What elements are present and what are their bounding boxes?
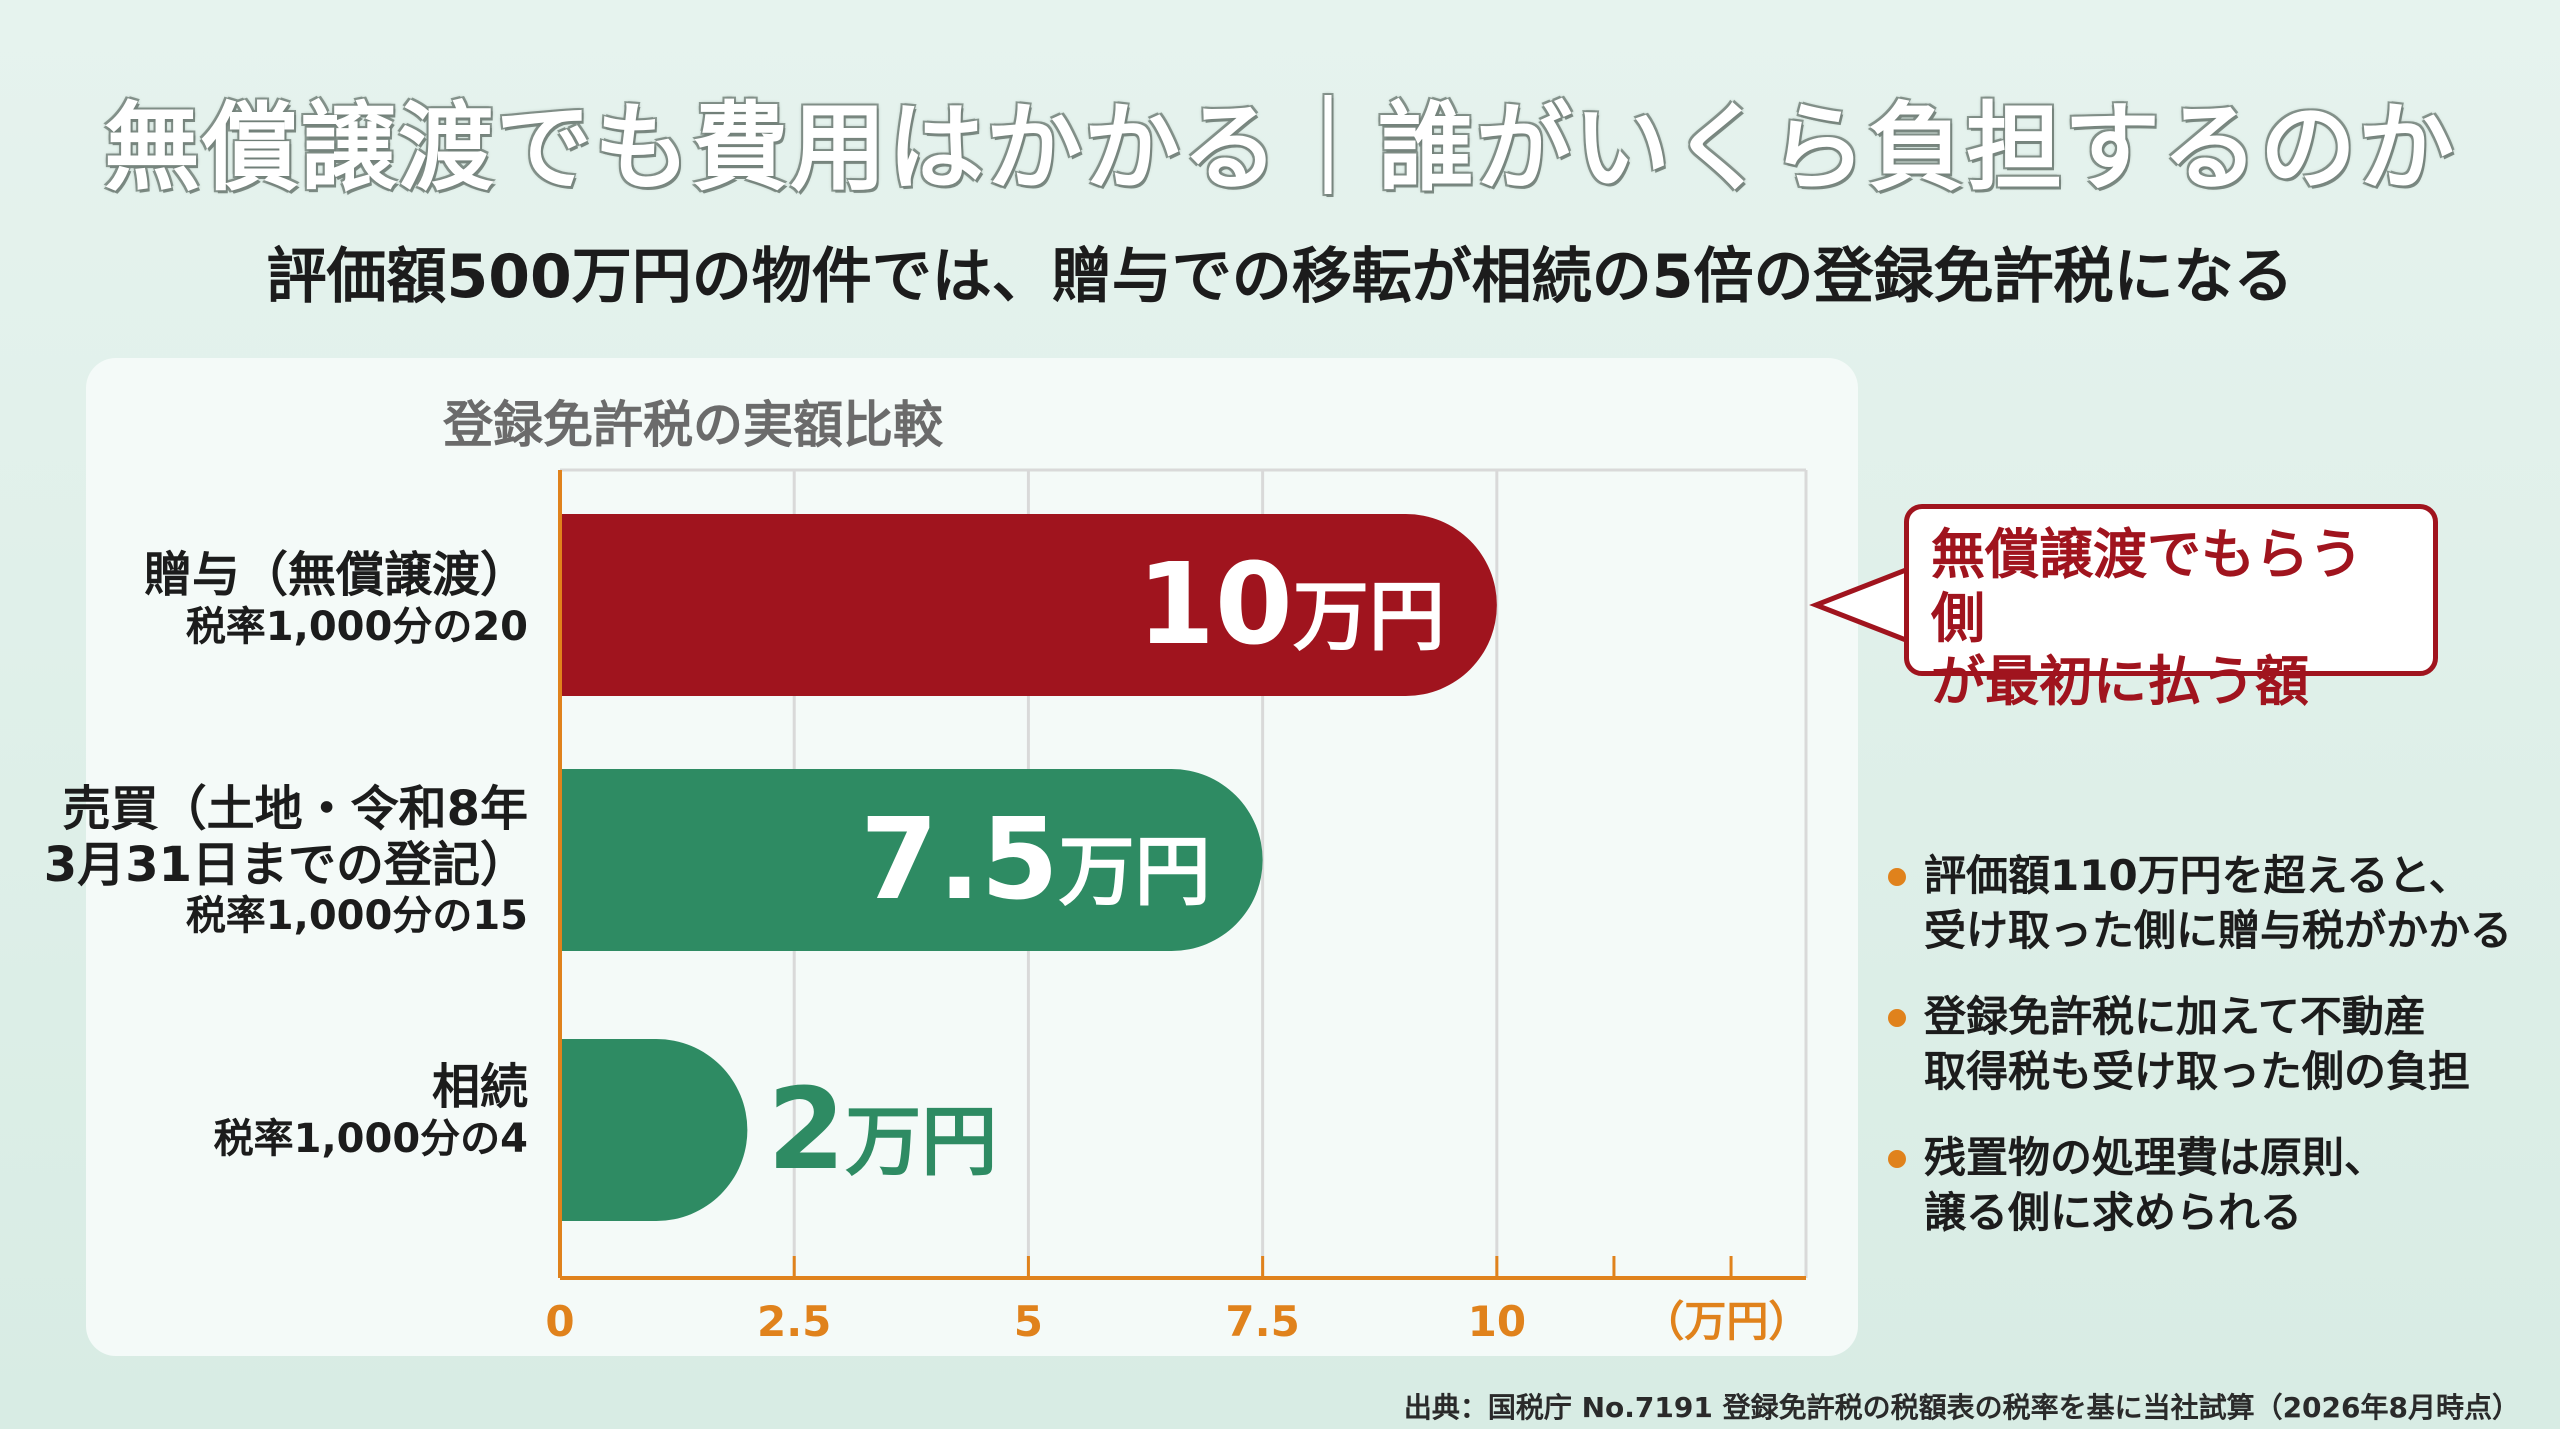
category-rate: 税率1,000分の20 <box>185 603 528 650</box>
data-label: 7.5万円 <box>860 795 1210 925</box>
callout-line: が最初に払う額 <box>1931 650 2309 714</box>
category-rate: 税率1,000分の4 <box>213 1115 528 1162</box>
tick-label: 10 <box>1468 1297 1526 1346</box>
page-subtitle: 評価額500万円の物件では、贈与での移転が相続の5倍の登録免許税になる <box>266 242 2294 312</box>
notes-list: 評価額110万円を超えると、 受け取った側に贈与税がかかる 登録免許税に加えて不… <box>1888 848 2538 1271</box>
note-line: 登録免許税に加えて不動産 <box>1924 991 2426 1041</box>
source-note: 出典：国税庁 No.7191 登録免許税の税額表の税率を基に当社試算（2026年… <box>1403 1391 2520 1424</box>
callout-line: 無償譲渡でもらう側 <box>1931 523 2363 650</box>
tick-label: 7.5 <box>1225 1297 1299 1346</box>
axis-unit-label: （万円） <box>1642 1297 1810 1346</box>
data-label-number: 10 <box>1137 540 1293 670</box>
data-label-number: 2 <box>767 1065 845 1195</box>
tick-label: 5 <box>1014 1297 1043 1346</box>
data-label-unit: 万円 <box>1059 827 1211 916</box>
category-name: 贈与（無償譲渡） <box>143 547 528 603</box>
category-name: 3月31日までの登記） <box>43 836 528 893</box>
page-title: 無償譲渡でも費用はかかる｜誰がいくら負担するのか <box>104 92 2456 204</box>
bar <box>560 769 1263 952</box>
tick-label: 0 <box>545 1297 574 1346</box>
note-line: 評価額110万円を超えると、 <box>1924 851 2471 900</box>
note-item: 残置物の処理費は原則、 譲る側に求められる <box>1888 1130 2538 1241</box>
bar <box>560 514 1497 696</box>
data-label-number: 7.5 <box>860 795 1058 925</box>
data-label-unit: 万円 <box>1293 572 1445 661</box>
data-label: 10万円 <box>1137 540 1445 670</box>
category-name: 相続 <box>431 1059 528 1115</box>
category-rate: 税率1,000分の15 <box>185 893 528 940</box>
bar <box>560 1039 748 1221</box>
note-item: 評価額110万円を超えると、 受け取った側に贈与税がかかる <box>1888 848 2538 959</box>
chart-title: 登録免許税の実額比較 <box>443 396 943 454</box>
note-item: 登録免許税に加えて不動産 取得税も受け取った側の負担 <box>1888 989 2538 1100</box>
category-label: 売買（土地・令和8年 3月31日までの登記） 税率1,000分の15 <box>43 781 528 940</box>
category-label: 相続 税率1,000分の4 <box>213 1059 528 1162</box>
note-line: 譲る側に求められる <box>1924 1188 2303 1238</box>
data-label-unit: 万円 <box>845 1097 997 1186</box>
callout-box: 無償譲渡でもらう側 が最初に払う額 <box>1904 504 2438 713</box>
tick-label: 2.5 <box>757 1297 831 1346</box>
callout-pointer <box>1809 567 1907 643</box>
data-label: 2万円 <box>767 1065 997 1195</box>
note-line: 受け取った側に贈与税がかかる <box>1924 906 2513 956</box>
note-line: 取得税も受け取った側の負担 <box>1924 1047 2471 1097</box>
note-line: 残置物の処理費は原則、 <box>1924 1132 2387 1182</box>
category-label: 贈与（無償譲渡） 税率1,000分の20 <box>143 547 528 650</box>
category-name: 売買（土地・令和8年 <box>62 781 528 837</box>
